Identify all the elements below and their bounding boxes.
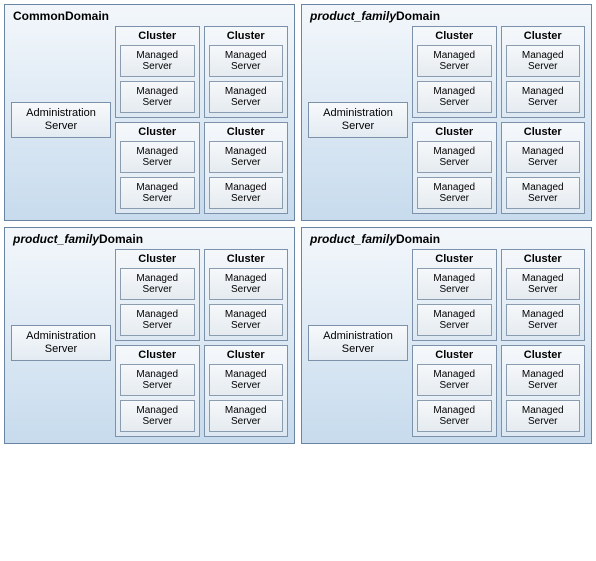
cluster-title: Cluster — [506, 126, 581, 138]
cluster-box: Cluster ManagedServer ManagedServer — [412, 249, 497, 341]
managed-server-box: ManagedServer — [417, 81, 492, 113]
cluster-box: Cluster ManagedServer ManagedServer — [115, 345, 200, 437]
managed-server-box: ManagedServer — [209, 400, 284, 432]
managed-server-box: ManagedServer — [506, 304, 581, 336]
cluster-title: Cluster — [209, 30, 284, 42]
managed-server-box: ManagedServer — [417, 268, 492, 300]
managed-server-box: ManagedServer — [506, 177, 581, 209]
managed-server-box: ManagedServer — [120, 364, 195, 396]
domain-body: AdministrationServer Cluster ManagedServer… — [11, 249, 288, 437]
administration-server-box: AdministrationServer — [308, 102, 408, 138]
managed-server-box: ManagedServer — [209, 45, 284, 77]
managed-server-box: ManagedServer — [120, 141, 195, 173]
cluster-title: Cluster — [417, 30, 492, 42]
managed-server-box: ManagedServer — [120, 81, 195, 113]
managed-server-box: ManagedServer — [120, 177, 195, 209]
domain-body: AdministrationServer Cluster ManagedServer… — [11, 26, 288, 214]
cluster-box: Cluster ManagedServer ManagedServer — [501, 122, 586, 214]
managed-server-box: ManagedServer — [417, 45, 492, 77]
managed-server-box: ManagedServer — [120, 45, 195, 77]
managed-server-box: ManagedServer — [120, 268, 195, 300]
cluster-box: Cluster ManagedServer ManagedServer — [501, 26, 586, 118]
cluster-box: Cluster ManagedServer ManagedServer — [204, 26, 289, 118]
clusters-grid: ClusterManagedServerManagedServerCluster… — [115, 249, 288, 437]
cluster-box: Cluster ManagedServer ManagedServer — [204, 345, 289, 437]
domain-box: CommonDomain AdministrationServer Cluster M… — [4, 4, 295, 221]
cluster-title: Cluster — [417, 126, 492, 138]
managed-server-box: ManagedServer — [417, 177, 492, 209]
domain-title: product_familyDomain — [308, 232, 585, 246]
cluster-title: Cluster — [209, 253, 284, 265]
domain-body: AdministrationServer Cluster ManagedServer… — [308, 26, 585, 214]
cluster-title: Cluster — [209, 349, 284, 361]
managed-server-box: ManagedServer — [120, 400, 195, 432]
managed-server-box: ManagedServer — [506, 400, 581, 432]
administration-server-box: AdministrationServer — [308, 325, 408, 361]
domain-title: CommonDomain — [11, 9, 288, 23]
domain-body: AdministrationServer Cluster ManagedServer… — [308, 249, 585, 437]
managed-server-box: ManagedServer — [417, 400, 492, 432]
domain-title: product_familyDomain — [11, 232, 288, 246]
cluster-box: Cluster ManagedServer ManagedServer — [501, 249, 586, 341]
domain-box: product_familyDomain AdministrationServer… — [4, 227, 295, 444]
cluster-box: Cluster ManagedServer ManagedServer — [412, 345, 497, 437]
managed-server-box: ManagedServer — [209, 177, 284, 209]
managed-server-box: ManagedServer — [506, 81, 581, 113]
cluster-title: Cluster — [506, 253, 581, 265]
cluster-title: Cluster — [120, 349, 195, 361]
cluster-box: Cluster ManagedServer ManagedServer — [115, 26, 200, 118]
managed-server-box: ManagedServer — [209, 364, 284, 396]
managed-server-box: ManagedServer — [120, 304, 195, 336]
cluster-title: Cluster — [506, 349, 581, 361]
domain-title: product_familyDomain — [308, 9, 585, 23]
cluster-title: Cluster — [120, 126, 195, 138]
cluster-box: Cluster ManagedServer ManagedServer — [115, 249, 200, 341]
managed-server-box: ManagedServer — [417, 364, 492, 396]
managed-server-box: ManagedServer — [506, 268, 581, 300]
cluster-box: Cluster ManagedServer ManagedServer — [115, 122, 200, 214]
managed-server-box: ManagedServer — [209, 81, 284, 113]
cluster-box: Cluster ManagedServer ManagedServer — [501, 345, 586, 437]
cluster-title: Cluster — [209, 126, 284, 138]
managed-server-box: ManagedServer — [417, 304, 492, 336]
cluster-box: Cluster ManagedServer ManagedServer — [412, 122, 497, 214]
domain-grid: CommonDomain AdministrationServer Cluster M… — [4, 4, 592, 444]
administration-server-box: AdministrationServer — [11, 325, 111, 361]
clusters-grid: ClusterManagedServerManagedServerCluster… — [115, 26, 288, 214]
cluster-title: Cluster — [120, 30, 195, 42]
managed-server-box: ManagedServer — [506, 141, 581, 173]
cluster-title: Cluster — [120, 253, 195, 265]
domain-box: product_familyDomain AdministrationServer… — [301, 4, 592, 221]
cluster-title: Cluster — [417, 253, 492, 265]
cluster-box: Cluster ManagedServer ManagedServer — [412, 26, 497, 118]
clusters-grid: ClusterManagedServerManagedServerCluster… — [412, 249, 585, 437]
domain-box: product_familyDomain AdministrationServer… — [301, 227, 592, 444]
cluster-box: Cluster ManagedServer ManagedServer — [204, 122, 289, 214]
managed-server-box: ManagedServer — [417, 141, 492, 173]
cluster-box: Cluster ManagedServer ManagedServer — [204, 249, 289, 341]
administration-server-box: AdministrationServer — [11, 102, 111, 138]
cluster-title: Cluster — [506, 30, 581, 42]
managed-server-box: ManagedServer — [209, 304, 284, 336]
clusters-grid: ClusterManagedServerManagedServerCluster… — [412, 26, 585, 214]
managed-server-box: ManagedServer — [506, 364, 581, 396]
managed-server-box: ManagedServer — [209, 268, 284, 300]
cluster-title: Cluster — [417, 349, 492, 361]
managed-server-box: ManagedServer — [209, 141, 284, 173]
managed-server-box: ManagedServer — [506, 45, 581, 77]
